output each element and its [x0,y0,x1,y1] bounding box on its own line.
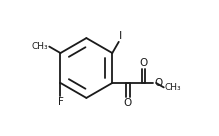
Text: O: O [124,98,132,108]
Text: O: O [154,78,162,88]
Text: O: O [140,58,148,68]
Text: CH₃: CH₃ [164,83,181,92]
Text: CH₃: CH₃ [32,42,49,51]
Text: I: I [119,31,122,41]
Text: F: F [58,97,64,107]
